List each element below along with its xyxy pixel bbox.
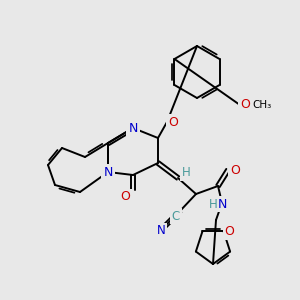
Text: C: C [172, 209, 180, 223]
Text: CH₃: CH₃ [252, 100, 271, 110]
Text: H: H [182, 167, 190, 179]
Text: O: O [225, 225, 235, 238]
Text: N: N [128, 122, 138, 134]
Text: N: N [157, 224, 165, 238]
Text: O: O [230, 164, 240, 176]
Text: O: O [120, 190, 130, 203]
Text: N: N [103, 166, 113, 178]
Text: O: O [240, 98, 250, 112]
Text: N: N [217, 197, 227, 211]
Text: O: O [168, 116, 178, 128]
Text: H: H [208, 197, 217, 211]
